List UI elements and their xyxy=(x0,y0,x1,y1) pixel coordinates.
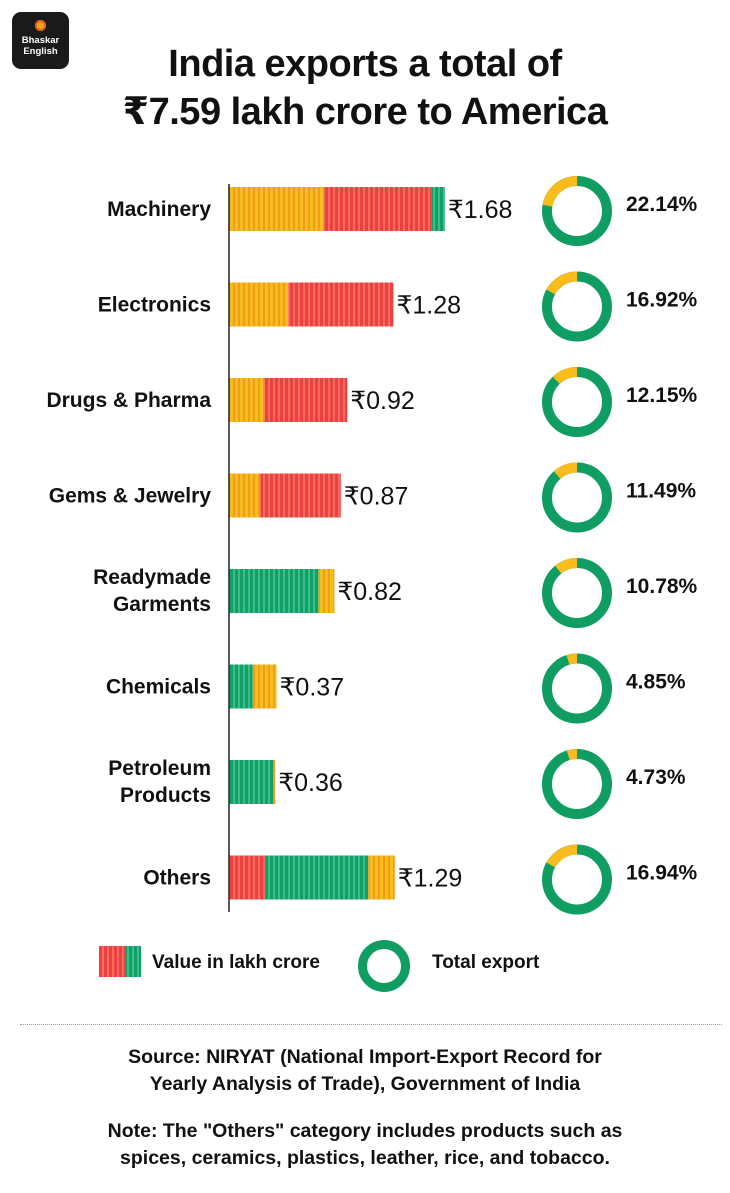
bar-segment-green xyxy=(229,664,253,709)
bar-segment-red xyxy=(288,282,394,327)
category-label: Others xyxy=(143,867,211,890)
value-label: ₹1.29 xyxy=(398,865,463,893)
share-ring-arc xyxy=(542,653,612,724)
share-ring-track xyxy=(542,462,612,533)
share-label: 22.14% xyxy=(626,193,698,216)
share-label: 16.92% xyxy=(626,289,698,312)
share-ring-arc xyxy=(542,462,612,533)
share-ring-track xyxy=(542,653,612,724)
logo-sun-icon xyxy=(35,20,46,31)
share-ring-track xyxy=(542,367,612,437)
bar-segment-green xyxy=(431,187,445,231)
bar-segment-yellow xyxy=(229,378,265,422)
footer-divider xyxy=(20,1024,722,1025)
category-label: Petroleum xyxy=(108,757,211,780)
share-label: 11.49% xyxy=(626,480,696,503)
bar-segment-green xyxy=(229,760,274,804)
bar-segment-red xyxy=(264,378,348,422)
note-line-2: spices, ceramics, plastics, leather, ric… xyxy=(120,1147,610,1169)
logo-line-2: English xyxy=(23,46,58,57)
category-label: Electronics xyxy=(98,294,211,317)
legend-ring-icon xyxy=(358,940,410,992)
category-label: Garments xyxy=(113,593,211,616)
category-label: Drugs & Pharma xyxy=(46,389,211,412)
bar-segment-green xyxy=(229,569,319,613)
source-line-2: Yearly Analysis of Trade), Government of… xyxy=(149,1073,581,1095)
legend-bar-label: Value in lakh crore xyxy=(152,952,320,973)
source-note: Source: NIRYAT (National Import-Export R… xyxy=(20,1044,710,1098)
category-label: Chemicals xyxy=(106,676,211,699)
bar-segment-yellow xyxy=(368,855,395,900)
value-label: ₹0.92 xyxy=(350,387,415,415)
bar-segment-yellow xyxy=(229,282,289,327)
share-ring-arc xyxy=(542,558,612,628)
share-ring-track xyxy=(542,749,612,819)
value-label: ₹0.87 xyxy=(344,483,409,511)
bar-segment-red xyxy=(229,855,266,900)
share-label: 10.78% xyxy=(626,575,698,598)
bar-segment-yellow xyxy=(229,473,261,518)
bar-segment-yellow xyxy=(273,760,276,804)
bhaskar-english-logo: Bhaskar English xyxy=(12,12,69,69)
category-label: Products xyxy=(120,784,211,807)
share-ring-arc xyxy=(541,176,612,247)
bar-segment-red xyxy=(323,187,432,231)
bar-segment-red xyxy=(260,473,341,518)
value-label: ₹1.68 xyxy=(448,196,513,224)
title-line-1: India exports a total of xyxy=(168,43,562,85)
value-label: ₹1.28 xyxy=(396,292,461,320)
share-label: 16.94% xyxy=(626,862,698,885)
share-label: 4.73% xyxy=(626,766,686,789)
others-note: Note: The "Others" category includes pro… xyxy=(20,1118,710,1172)
share-label: 4.85% xyxy=(626,671,686,694)
title-line-2: ₹7.59 lakh crore to America xyxy=(122,91,608,133)
source-line-1: Source: NIRYAT (National Import-Export R… xyxy=(128,1046,602,1068)
category-label: Machinery xyxy=(107,198,211,221)
page-title: India exports a total of ₹7.59 lakh cror… xyxy=(60,40,670,136)
share-ring-arc xyxy=(542,749,612,820)
category-label: Readymade xyxy=(93,566,211,589)
value-label: ₹0.36 xyxy=(278,769,343,797)
share-ring-arc xyxy=(542,844,612,915)
note-line-1: Note: The "Others" category includes pro… xyxy=(107,1120,623,1142)
value-label: ₹0.37 xyxy=(280,674,345,702)
share-label: 12.15% xyxy=(626,384,698,407)
bar-segment-yellow xyxy=(318,569,335,613)
logo-line-1: Bhaskar xyxy=(21,35,60,46)
category-label: Gems & Jewelry xyxy=(49,485,212,508)
bar-segment-yellow xyxy=(229,187,324,231)
legend-ring-label: Total export xyxy=(432,952,540,973)
value-label: ₹0.82 xyxy=(337,578,402,606)
legend-bar-swatch xyxy=(99,946,141,977)
share-ring-track xyxy=(542,558,612,628)
bar-segment-green xyxy=(265,855,369,900)
bar-segment-yellow xyxy=(252,664,277,709)
